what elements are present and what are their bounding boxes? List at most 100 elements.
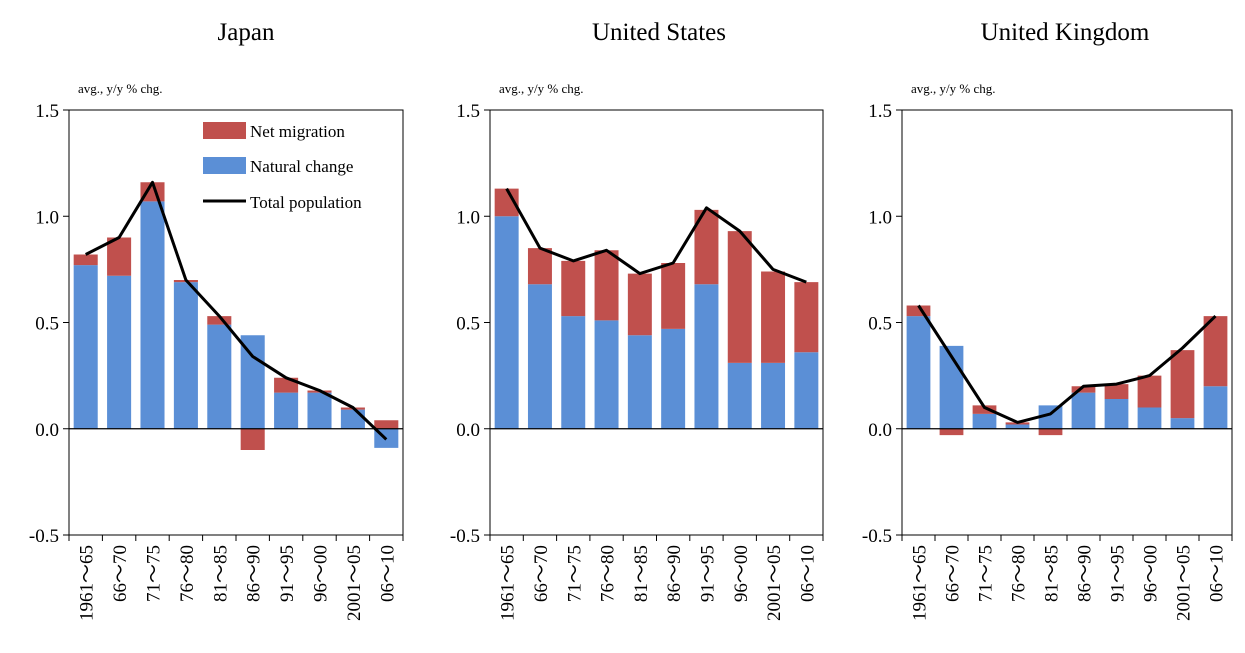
natural-change-bar — [494, 216, 519, 429]
natural-change-bar — [561, 316, 586, 429]
net-migration-bar — [240, 428, 265, 450]
natural-change-bar — [274, 392, 299, 429]
x-tick-label: 2001～05 — [1174, 545, 1195, 621]
x-tick-label: 91～95 — [698, 545, 719, 602]
x-tick-label: 06～10 — [377, 545, 398, 602]
x-tick-label: 91～95 — [277, 545, 298, 602]
x-tick-label: 66～70 — [531, 545, 552, 602]
net-migration-bar — [1038, 428, 1063, 436]
net-migration-bar — [1170, 350, 1195, 419]
natural-change-bar — [694, 284, 719, 429]
x-tick-label: 81～85 — [631, 545, 652, 602]
net-migration-bar — [494, 188, 519, 217]
x-tick-label: 71～75 — [564, 545, 585, 602]
natural-change-bar — [1137, 407, 1162, 429]
y-tick-label: 0.5 — [456, 314, 480, 335]
x-tick-label: 2001～05 — [764, 545, 785, 621]
net-migration-bar — [627, 273, 652, 336]
natural-change-bar — [140, 201, 165, 429]
y-tick-label: 0.0 — [868, 420, 892, 441]
x-tick-label: 81～85 — [210, 545, 231, 602]
natural-change-bar — [1104, 399, 1129, 429]
chart-panel-1: Japan avg., y/y % chg. 1.5 1.0 0.5 0.0 -0.5 196… — [29, 19, 404, 621]
x-tick-label: 76～80 — [177, 545, 198, 602]
x-tick-label: 86～90 — [664, 545, 685, 602]
x-tick-label: 1961～65 — [77, 545, 98, 621]
x-tick-label: 71～75 — [976, 545, 997, 602]
y-tick-label: 0.0 — [35, 420, 59, 441]
x-tick-label: 66～70 — [943, 545, 964, 602]
net-migration-bar — [694, 209, 719, 285]
natural-change-bar — [107, 275, 132, 429]
net-migration-bar — [906, 305, 931, 317]
natural-change-bar — [340, 409, 365, 429]
x-tick-label: 96～00 — [311, 545, 332, 602]
chart-panel-2: United States avg., y/y % chg. 1.5 1.0 0.5 0.… — [450, 19, 824, 621]
y-tick-label: 1.5 — [868, 101, 892, 122]
natural-change-bar — [727, 362, 752, 429]
net-migration-bar — [594, 250, 619, 321]
total-population-line — [505, 187, 807, 284]
net-migration-bar — [939, 428, 964, 436]
legend-swatch-net-migration — [203, 122, 246, 139]
chart-title: United States — [592, 19, 726, 46]
natural-change-bar — [906, 316, 931, 429]
natural-change-bar — [761, 362, 786, 429]
y-tick-label: -0.5 — [450, 526, 480, 547]
x-tick-label: 76～80 — [598, 545, 619, 602]
x-tick-label: 2001～05 — [344, 545, 365, 621]
chart-title: Japan — [218, 19, 275, 46]
x-tick-label: 86～90 — [1075, 545, 1096, 602]
natural-change-bar — [207, 324, 232, 429]
y-tick-label: -0.5 — [29, 526, 59, 547]
x-tick-label: 71～75 — [144, 545, 165, 602]
x-tick-label: 86～90 — [244, 545, 265, 602]
x-tick-label: 96～00 — [1141, 545, 1162, 602]
natural-change-bar — [1071, 392, 1096, 429]
net-migration-bar — [1071, 386, 1096, 393]
y-tick-label: 1.5 — [35, 101, 59, 122]
natural-change-bar — [661, 328, 686, 429]
natural-change-bar — [1005, 424, 1030, 429]
x-tick-label: 1961～65 — [498, 545, 519, 621]
net-migration-bar — [1203, 316, 1228, 387]
net-migration-bar — [972, 405, 997, 414]
net-migration-bar — [107, 237, 132, 276]
natural-change-bar — [1203, 386, 1228, 429]
natural-change-bar — [794, 352, 819, 429]
natural-change-bar — [173, 282, 198, 429]
x-tick-label: 76～80 — [1009, 545, 1030, 602]
net-migration-bar — [794, 282, 819, 353]
y-tick-label: 0.5 — [868, 314, 892, 335]
x-tick-label: 06～10 — [797, 545, 818, 602]
net-migration-bar — [1104, 384, 1129, 399]
natural-change-bar — [1170, 418, 1195, 429]
net-migration-bar — [561, 260, 586, 317]
natural-change-bar — [972, 413, 997, 429]
plot-frame — [901, 109, 1233, 536]
net-migration-bar — [73, 254, 98, 266]
unit-label: avg., y/y % chg. — [78, 81, 162, 96]
chart-title: United Kingdom — [981, 19, 1150, 46]
net-migration-bar — [727, 231, 752, 363]
x-tick-label: 96～00 — [731, 545, 752, 602]
natural-change-bar — [1038, 405, 1063, 429]
net-migration-bar — [1137, 375, 1162, 408]
net-migration-bar — [207, 316, 232, 325]
legend-swatch-natural-change — [203, 157, 246, 174]
y-tick-label: 1.0 — [456, 207, 480, 228]
natural-change-bar — [307, 392, 332, 429]
x-tick-label: 06～10 — [1207, 545, 1228, 602]
y-tick-label: 1.5 — [456, 101, 480, 122]
legend: Net migration Natural change Total populat… — [203, 122, 362, 212]
y-tick-label: 0.5 — [35, 314, 59, 335]
y-tick-label: -0.5 — [862, 526, 892, 547]
x-tick-label: 66～70 — [110, 545, 131, 602]
unit-label: avg., y/y % chg. — [499, 81, 583, 96]
net-migration-bar — [661, 263, 686, 329]
x-tick-label: 91～95 — [1108, 545, 1129, 602]
y-tick-label: 0.0 — [456, 420, 480, 441]
net-migration-bar — [761, 271, 786, 363]
unit-label: avg., y/y % chg. — [911, 81, 995, 96]
